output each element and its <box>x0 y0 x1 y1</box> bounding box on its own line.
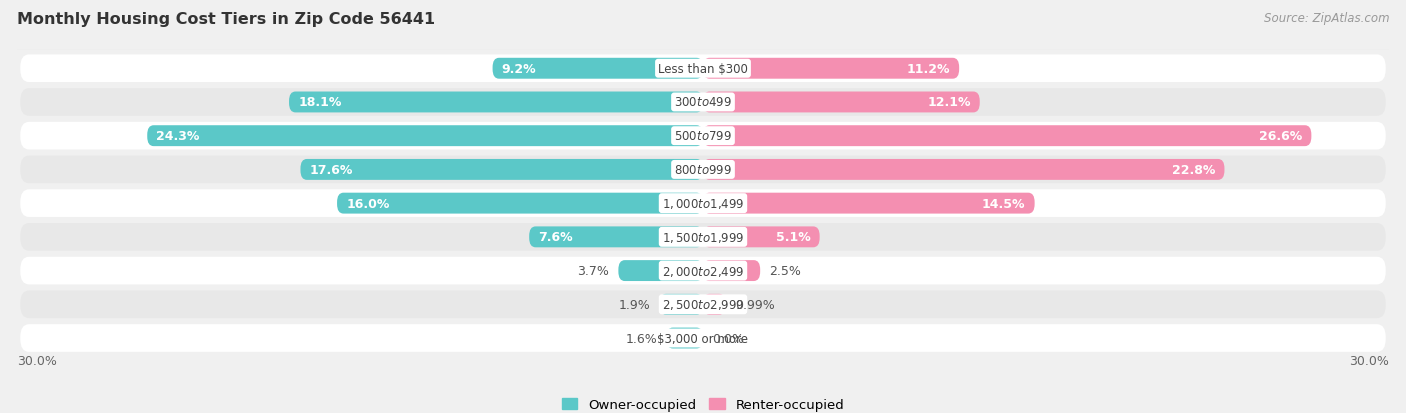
Text: $2,500 to $2,999: $2,500 to $2,999 <box>662 298 744 311</box>
FancyBboxPatch shape <box>20 89 1386 116</box>
FancyBboxPatch shape <box>703 261 761 281</box>
FancyBboxPatch shape <box>703 159 1225 180</box>
FancyBboxPatch shape <box>20 223 1386 251</box>
Text: 7.6%: 7.6% <box>538 231 574 244</box>
FancyBboxPatch shape <box>659 294 703 315</box>
FancyBboxPatch shape <box>20 55 1386 83</box>
Text: 5.1%: 5.1% <box>776 231 810 244</box>
Text: 12.1%: 12.1% <box>927 96 970 109</box>
FancyBboxPatch shape <box>703 92 980 113</box>
Text: Monthly Housing Cost Tiers in Zip Code 56441: Monthly Housing Cost Tiers in Zip Code 5… <box>17 12 434 27</box>
Text: 3.7%: 3.7% <box>578 264 609 278</box>
Text: $3,000 or more: $3,000 or more <box>658 332 748 345</box>
Text: $2,000 to $2,499: $2,000 to $2,499 <box>662 264 744 278</box>
Text: 17.6%: 17.6% <box>309 164 353 176</box>
FancyBboxPatch shape <box>619 261 703 281</box>
FancyBboxPatch shape <box>666 328 703 349</box>
Legend: Owner-occupied, Renter-occupied: Owner-occupied, Renter-occupied <box>557 393 849 413</box>
Text: 24.3%: 24.3% <box>156 130 200 143</box>
Text: 18.1%: 18.1% <box>298 96 342 109</box>
FancyBboxPatch shape <box>337 193 703 214</box>
FancyBboxPatch shape <box>20 291 1386 318</box>
FancyBboxPatch shape <box>301 159 703 180</box>
Text: 1.9%: 1.9% <box>619 298 651 311</box>
Text: 11.2%: 11.2% <box>907 63 950 76</box>
Text: 2.5%: 2.5% <box>769 264 801 278</box>
FancyBboxPatch shape <box>20 257 1386 285</box>
Text: 30.0%: 30.0% <box>1350 355 1389 368</box>
FancyBboxPatch shape <box>703 227 820 248</box>
FancyBboxPatch shape <box>290 92 703 113</box>
Text: $1,000 to $1,499: $1,000 to $1,499 <box>662 197 744 211</box>
Text: 0.0%: 0.0% <box>713 332 744 345</box>
FancyBboxPatch shape <box>703 193 1035 214</box>
FancyBboxPatch shape <box>148 126 703 147</box>
Text: Less than $300: Less than $300 <box>658 63 748 76</box>
FancyBboxPatch shape <box>492 59 703 79</box>
Text: $300 to $499: $300 to $499 <box>673 96 733 109</box>
Text: Source: ZipAtlas.com: Source: ZipAtlas.com <box>1264 12 1389 25</box>
FancyBboxPatch shape <box>703 59 959 79</box>
Text: 22.8%: 22.8% <box>1173 164 1215 176</box>
FancyBboxPatch shape <box>703 294 725 315</box>
Text: 0.99%: 0.99% <box>735 298 775 311</box>
Text: $800 to $999: $800 to $999 <box>673 164 733 176</box>
FancyBboxPatch shape <box>529 227 703 248</box>
Text: 9.2%: 9.2% <box>502 63 536 76</box>
FancyBboxPatch shape <box>20 190 1386 217</box>
FancyBboxPatch shape <box>20 325 1386 352</box>
Text: 30.0%: 30.0% <box>17 355 56 368</box>
FancyBboxPatch shape <box>20 123 1386 150</box>
FancyBboxPatch shape <box>703 126 1312 147</box>
Text: 26.6%: 26.6% <box>1258 130 1302 143</box>
Text: 14.5%: 14.5% <box>981 197 1025 210</box>
Text: $500 to $799: $500 to $799 <box>673 130 733 143</box>
FancyBboxPatch shape <box>20 156 1386 184</box>
Text: 1.6%: 1.6% <box>626 332 657 345</box>
Text: 16.0%: 16.0% <box>346 197 389 210</box>
Text: $1,500 to $1,999: $1,500 to $1,999 <box>662 230 744 244</box>
